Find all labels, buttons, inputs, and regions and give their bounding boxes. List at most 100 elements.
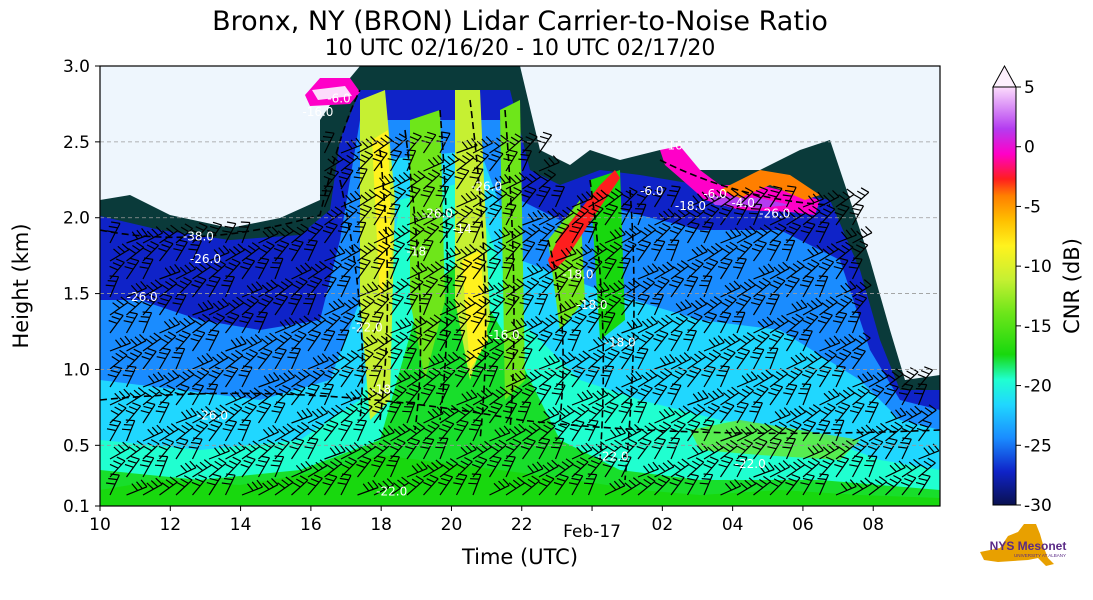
wind-barb [653,330,669,352]
wind-barb [802,457,820,478]
wind-barb [571,350,591,370]
wind-barb [687,350,707,370]
wind-barb [567,329,582,352]
wind-barb [435,437,449,460]
wind-barb [752,186,769,208]
wind-barb [208,366,224,388]
wind-barb [670,206,690,226]
wind-barb [583,473,598,496]
x-tick-label: 02 [652,515,674,535]
colorbar-tick-label: -30 [1024,496,1052,516]
wind-barb [241,295,259,316]
wind-barb [489,478,510,496]
wind-barb [518,149,532,172]
wind-barb [522,369,542,388]
wind-barb [472,281,494,298]
wind-barb [851,294,868,316]
x-tick-label: 14 [230,515,252,535]
contour-label: -26.0 [197,409,228,423]
wind-barb [769,314,789,334]
wind-barb [736,477,757,496]
wind-barb [699,473,714,496]
wind-barb [799,275,815,298]
wind-barb [373,187,392,208]
wind-barb [192,313,211,334]
wind-barb [538,314,558,334]
wind-barb [537,329,553,352]
wind-barb [109,296,129,316]
wind-barb [126,387,146,406]
wind-barb [505,385,523,406]
wind-barb [337,275,351,298]
wind-barb [175,368,195,388]
wind-barb [307,474,323,496]
wind-barb [819,402,836,424]
wind-barb [767,437,782,460]
wind-barb [670,458,690,478]
wind-barb [620,294,636,316]
wind-barb [637,224,656,244]
wind-barb [720,478,742,496]
wind-barb [126,479,148,496]
plot-frame [99,65,941,507]
wind-barb [454,167,470,190]
wind-barb [307,420,325,442]
wind-barb [736,278,756,298]
wind-barb [619,347,635,370]
wind-barb [208,245,230,262]
wind-barb [769,460,791,478]
wind-barb [468,221,483,244]
wind-barb [121,419,136,442]
wind-barb [206,275,221,298]
wind-barb [488,150,504,172]
wind-barb [769,421,787,442]
wind-barb [654,261,675,280]
wind-barb [687,390,709,406]
wind-barb [621,225,642,244]
wind-barb [324,153,344,172]
wind-barb [175,475,193,496]
wind-barb [571,205,589,226]
wind-barb [173,239,188,262]
wind-barb [223,365,239,388]
wind-barb [901,458,921,478]
wind-barb [687,312,703,334]
wind-barb [489,386,508,406]
wind-barb [717,311,732,334]
wind-barb [571,297,592,316]
wind-barb [175,276,193,298]
wind-barb [588,349,606,370]
wind-barb [584,221,598,244]
y-tick-label: 3.0 [63,57,90,77]
wind-barb [387,149,403,172]
x-tick-label: 18 [370,515,392,535]
wind-barb [175,460,197,478]
wind-barb [848,257,863,280]
logo-name: NYS Mesonet [990,539,1067,553]
wind-barb [274,224,294,244]
wind-barb [503,149,518,172]
wind-barb [471,257,487,280]
wind-barb [720,386,740,406]
wind-barb [258,226,279,244]
wind-barb [291,460,313,478]
wind-barb [668,329,683,352]
wind-barb [683,329,697,352]
wind-barb [489,425,511,442]
wind-barb [637,277,655,298]
colorbar-tick-label: 5 [1024,78,1035,98]
wind-barb [456,456,473,478]
wind-barb [486,455,502,478]
wind-barb [571,403,590,424]
wind-barb [654,421,672,442]
wind-barb [420,185,436,208]
wind-barb [786,299,808,316]
wind-barb [917,366,934,388]
wind-barb [439,313,457,334]
wind-barb [753,369,774,388]
wind-barb [621,318,643,334]
contour-label: -22.0 [735,457,766,471]
wind-barb [307,353,329,370]
wind-barb [486,257,502,280]
wind-barb [802,259,820,280]
